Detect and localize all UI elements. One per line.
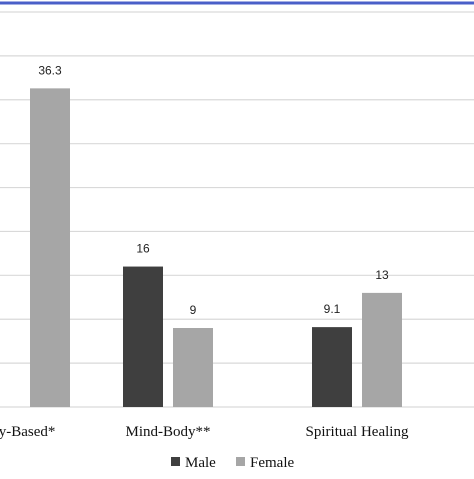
legend-swatch-female [236,457,245,466]
bar-female [173,328,213,407]
legend-label-female: Female [250,455,294,471]
data-label: 36.3 [38,63,62,77]
category-label: Spiritual Healing [306,424,409,440]
category-labels: ly-Based* Mind-Body** Spiritual Healing [0,424,409,440]
category-label: ly-Based* [0,424,55,440]
data-label: 9.1 [324,302,341,316]
bars [30,88,402,407]
legend-swatch-male [171,457,180,466]
bar-female [362,292,402,407]
bar-male [123,266,163,407]
data-labels: 36.3 16 9 9.1 13 [38,63,389,317]
legend: Male Female [171,455,294,471]
bar-female [30,88,70,407]
legend-label-male: Male [185,455,216,471]
category-label: Mind-Body** [125,424,210,440]
data-label: 13 [375,268,389,282]
data-label: 9 [190,303,197,317]
gridlines [0,11,474,408]
bar-male [312,327,352,407]
data-label: 16 [136,242,150,256]
